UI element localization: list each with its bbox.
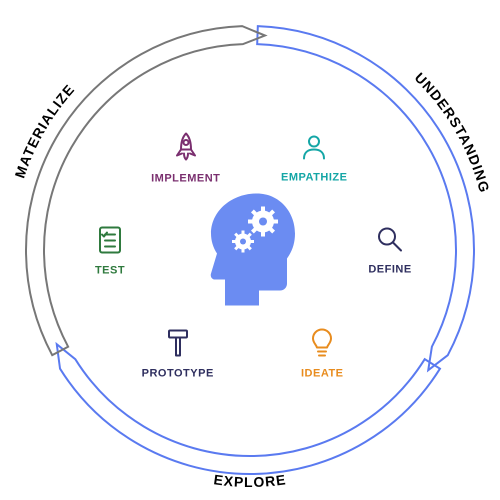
node-label-ideate: IDEATE <box>272 368 372 380</box>
head-gears-icon <box>195 188 305 308</box>
node-define: DEFINE <box>340 225 440 276</box>
node-label-define: DEFINE <box>340 264 440 276</box>
node-label-prototype: PROTOTYPE <box>128 368 228 380</box>
arc-explore <box>57 344 440 474</box>
magnifier-icon <box>340 225 440 260</box>
ring-label-explore: EXPLORE <box>213 471 287 490</box>
checklist-icon <box>60 224 160 261</box>
node-empathize: EMPATHIZE <box>264 133 364 184</box>
node-label-implement: IMPLEMENT <box>136 173 236 185</box>
ring-label-materialize: MATERIALIZE <box>11 81 77 180</box>
node-label-empathize: EMPATHIZE <box>264 172 364 184</box>
node-ideate: IDEATE <box>272 327 372 380</box>
person-icon <box>264 133 364 168</box>
design-thinking-diagram: UNDERSTANDING EXPLORE MATERIALIZE <box>0 0 500 500</box>
node-test: TEST <box>60 224 160 277</box>
ring-label-understanding: UNDERSTANDING <box>412 69 493 194</box>
node-implement: IMPLEMENT <box>136 132 236 185</box>
hammer-icon <box>128 327 228 364</box>
node-label-test: TEST <box>60 265 160 277</box>
rocket-icon <box>136 132 236 169</box>
node-prototype: PROTOTYPE <box>128 327 228 380</box>
bulb-icon <box>272 327 372 364</box>
center-head-icon <box>195 188 305 313</box>
